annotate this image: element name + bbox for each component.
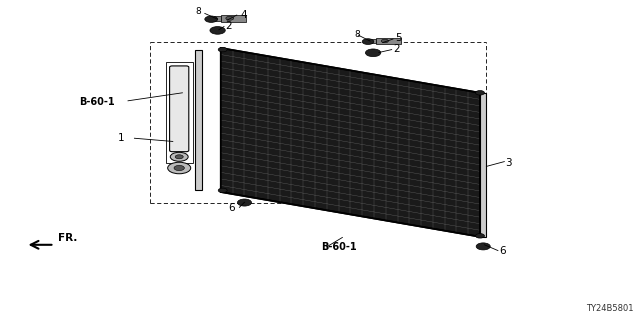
Text: 3: 3 bbox=[506, 158, 512, 168]
Text: B-60-1: B-60-1 bbox=[321, 242, 357, 252]
Circle shape bbox=[237, 199, 252, 206]
Circle shape bbox=[226, 16, 234, 20]
Circle shape bbox=[170, 152, 188, 161]
Circle shape bbox=[205, 16, 218, 22]
Circle shape bbox=[218, 47, 227, 52]
Circle shape bbox=[218, 188, 227, 193]
Circle shape bbox=[476, 91, 484, 95]
Bar bbox=[480, 93, 486, 237]
Text: 2: 2 bbox=[393, 44, 399, 54]
Bar bbox=[214, 16, 221, 21]
Text: 8: 8 bbox=[196, 7, 201, 16]
Text: FR.: FR. bbox=[58, 233, 77, 243]
Text: 6: 6 bbox=[499, 246, 506, 256]
Circle shape bbox=[210, 27, 225, 34]
Text: TY24B5801: TY24B5801 bbox=[586, 304, 634, 313]
Bar bbox=[376, 38, 401, 44]
Text: 8: 8 bbox=[355, 30, 360, 39]
FancyBboxPatch shape bbox=[170, 66, 189, 152]
Text: 2: 2 bbox=[225, 20, 232, 31]
Text: 5: 5 bbox=[396, 33, 402, 44]
Text: B-60-1: B-60-1 bbox=[79, 97, 115, 108]
Circle shape bbox=[476, 234, 484, 238]
Circle shape bbox=[362, 39, 374, 44]
Bar bbox=[370, 39, 376, 43]
Bar bbox=[195, 50, 202, 190]
Circle shape bbox=[168, 162, 191, 174]
Text: 1: 1 bbox=[118, 132, 125, 143]
Bar bbox=[166, 62, 193, 163]
Circle shape bbox=[365, 49, 381, 57]
Text: 6: 6 bbox=[228, 203, 235, 213]
Polygon shape bbox=[221, 48, 480, 237]
Circle shape bbox=[381, 39, 388, 43]
Circle shape bbox=[174, 165, 184, 171]
Text: 4: 4 bbox=[240, 10, 246, 20]
Bar bbox=[221, 15, 246, 22]
Circle shape bbox=[175, 155, 183, 159]
Circle shape bbox=[476, 243, 490, 250]
